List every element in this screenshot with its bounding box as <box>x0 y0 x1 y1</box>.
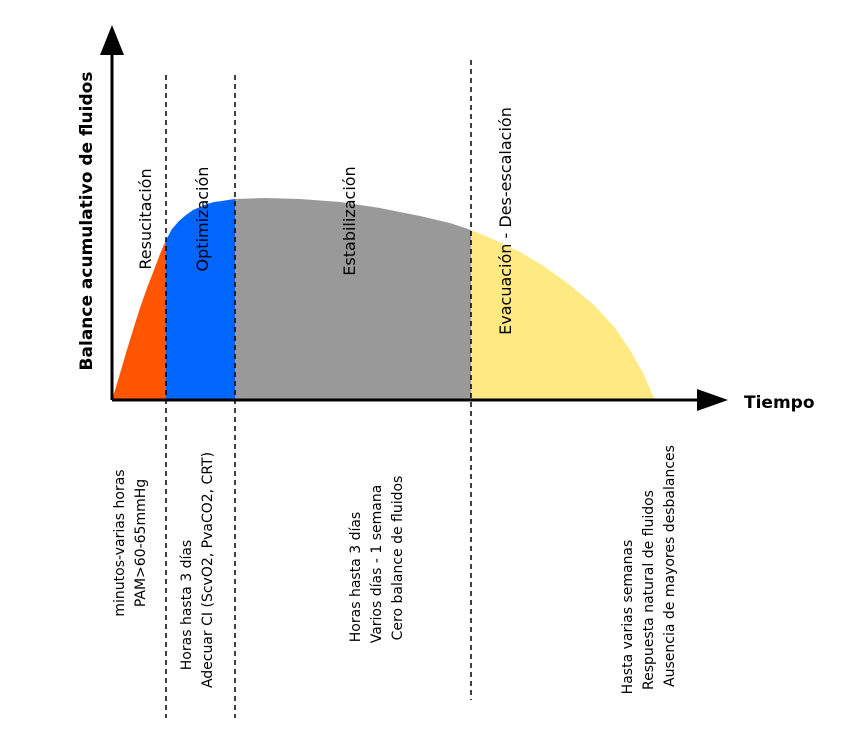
phase-label-resucitacion: Resucitación <box>136 168 155 269</box>
region-resucitacion <box>112 240 166 400</box>
region-optimizacion <box>166 199 235 400</box>
note-estabilizacion-1: Horas hasta 3 días <box>348 512 364 642</box>
note-evacuacion-1: Hasta varias semanas <box>620 540 636 695</box>
region-evacuacion <box>471 230 655 400</box>
phase-label-evacuacion: Evacuación - Des-escalación <box>496 107 515 335</box>
region-estabilizacion <box>235 198 471 400</box>
note-estabilizacion-2: Varios días - 1 semana <box>369 485 385 644</box>
x-axis-title: Tiempo <box>744 393 815 413</box>
phase-label-optimizacion: Optimización <box>193 167 212 272</box>
note-optimizacion-2: Adecuar CI (ScvO2, PvaCO2, CRT) <box>200 452 216 688</box>
y-axis-arrowhead <box>100 25 124 55</box>
note-resucitacion-1: minutos-varias horas <box>112 469 128 616</box>
y-axis-title: Balance acumulativo de fluidos <box>77 72 97 371</box>
note-evacuacion-3: Ausencia de mayores desbalances <box>662 445 678 687</box>
note-optimizacion-1: Horas hasta 3 días <box>179 540 195 670</box>
note-evacuacion-2: Respuesta natural de fluidos <box>641 490 657 690</box>
note-estabilizacion-3: Cero balance de fluidos <box>390 476 406 641</box>
x-axis-arrowhead <box>697 389 728 411</box>
note-resucitacion-2: PAM>60-65mmHg <box>133 479 149 607</box>
phase-label-estabilizacion: Estabilización <box>340 166 359 275</box>
